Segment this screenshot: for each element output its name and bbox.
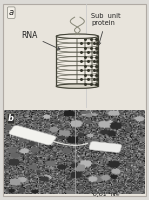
Text: Sub  unit
protein: Sub unit protein bbox=[91, 13, 121, 45]
Ellipse shape bbox=[56, 84, 98, 88]
Text: b: b bbox=[8, 114, 14, 123]
FancyBboxPatch shape bbox=[89, 142, 122, 152]
Text: RNA: RNA bbox=[21, 31, 60, 49]
Ellipse shape bbox=[56, 34, 98, 38]
Text: a: a bbox=[9, 8, 14, 17]
Bar bbox=[89, 190, 122, 192]
FancyBboxPatch shape bbox=[9, 125, 56, 145]
Text: 0,01  Nₘ: 0,01 Nₘ bbox=[93, 192, 119, 197]
Bar bbox=[56, 36, 98, 86]
